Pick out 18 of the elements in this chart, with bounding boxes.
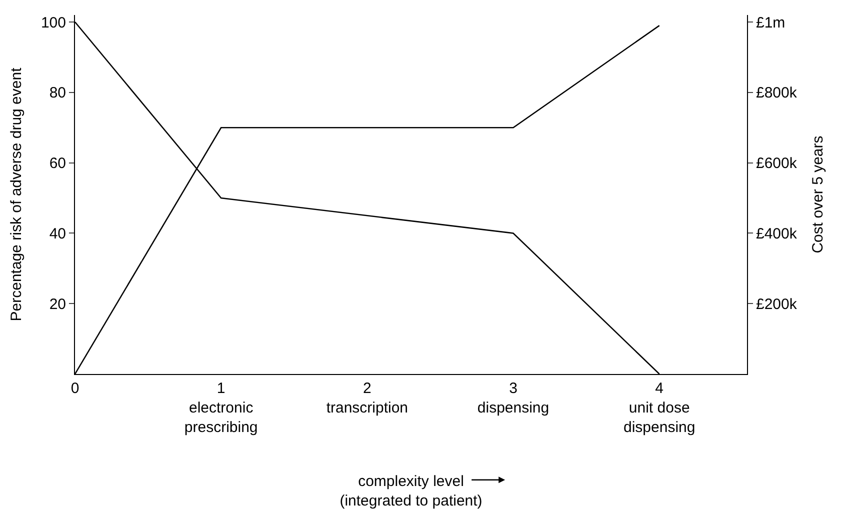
y-tick-label: 60: [49, 155, 66, 172]
x-tick-label: 4 unit dose dispensing: [623, 380, 696, 436]
y2-tick-label: £800k: [756, 84, 798, 102]
y2-axis-title: Cost over 5 years: [809, 136, 826, 254]
y-tick-label: 40: [49, 225, 66, 242]
y-tick-label: 20: [49, 296, 66, 313]
y-tick-label: 80: [49, 84, 66, 102]
x-tick-label: 3 dispensing: [477, 380, 550, 416]
y2-tick-label: £600k: [756, 155, 798, 172]
y-axis-title: Percentage risk of adverse drug event: [8, 66, 26, 322]
x-tick-label: 0: [70, 380, 80, 397]
y2-tick-label: £1m: [756, 14, 786, 32]
y2-tick-label: £400k: [756, 225, 798, 242]
x-tick-label: 2 transcription: [326, 380, 408, 416]
y-tick-label: 100: [40, 14, 66, 32]
x-tick-label: 1 electronic prescribing: [184, 380, 258, 436]
x-axis-title: complexity level (integrated to patient): [340, 473, 482, 510]
y2-tick-label: £200k: [756, 296, 798, 313]
